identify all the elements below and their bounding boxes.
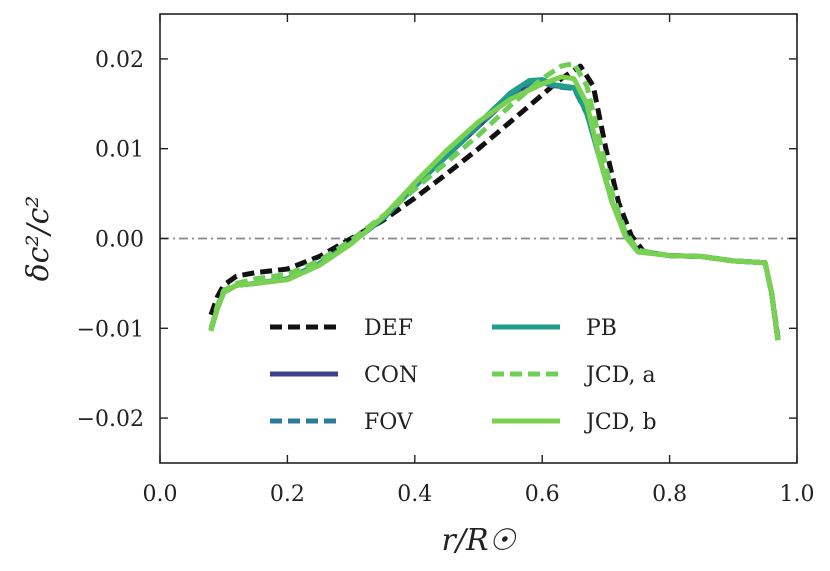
legend-label-def: DEF [364,316,413,341]
legend-label-jcd-b: JCD, b [584,410,657,435]
x-tick-label: 1.0 [780,482,815,507]
x-tick-label: 0.8 [652,482,687,507]
legend-label-jcd-a: JCD, a [584,363,656,388]
series-layer [208,60,781,341]
legend-label-con: CON [364,363,418,388]
x-tick-label: 0.0 [143,482,178,507]
x-axis-label: r/R☉ [442,523,517,558]
y-tick-label: −0.01 [77,317,144,342]
legend: DEF CON FOV PB JCD, a JCD, b [270,316,657,435]
legend-label-pb: PB [586,316,617,341]
y-tick-label: 0.01 [95,138,144,163]
y-tick-label: −0.02 [77,407,144,432]
y-tick-label: 0.02 [95,48,144,73]
tick-layer: 0.0 0.2 0.4 0.6 0.8 1.0 −0.02 −0.01 0.00 0.01 0.02 [77,14,815,507]
series-line-jcd-b [208,74,781,341]
x-tick-label: 0.4 [397,482,432,507]
y-axis-label: δc²/c² [21,196,56,282]
x-tick-label: 0.6 [525,482,560,507]
legend-label-fov: FOV [364,410,414,435]
x-tick-label: 0.2 [270,482,305,507]
y-tick-label: 0.00 [95,228,144,253]
